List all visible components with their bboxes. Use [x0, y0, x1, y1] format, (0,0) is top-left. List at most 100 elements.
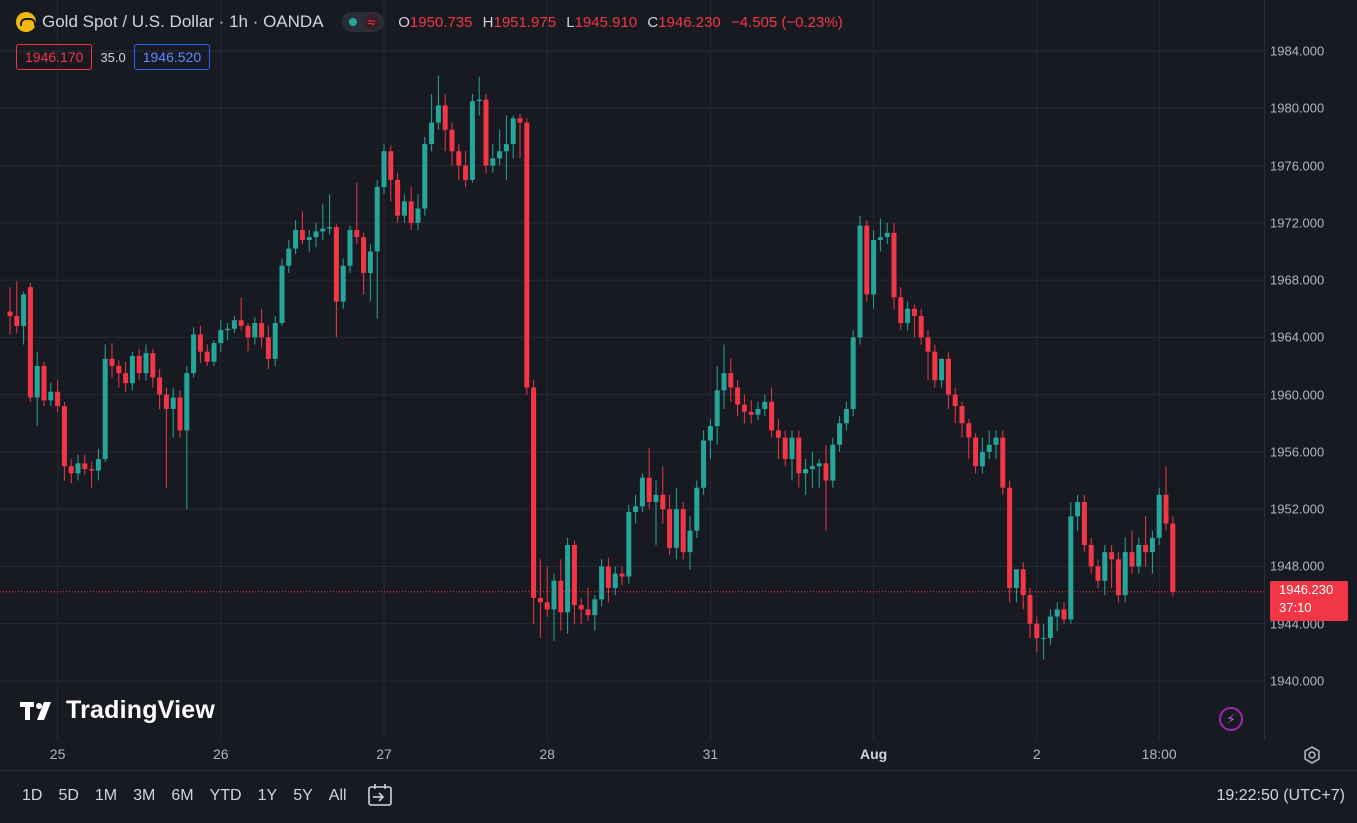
wave-icon: ≈	[362, 14, 381, 30]
price-tick-label: 1964.000	[1270, 329, 1325, 345]
tradingview-watermark[interactable]: TradingView	[20, 696, 215, 725]
candle-body	[1027, 595, 1033, 624]
go-to-date-icon[interactable]	[366, 781, 394, 809]
candle-body	[796, 437, 802, 474]
range-5d-button[interactable]: 5D	[58, 787, 79, 804]
range-1d-button[interactable]: 1D	[22, 787, 43, 804]
candle-body	[1041, 638, 1047, 640]
watermark-text: TradingView	[66, 696, 216, 724]
candle-body	[231, 320, 237, 329]
sell-button[interactable]: 1946.170	[16, 44, 93, 70]
time-tick-label: 28	[539, 746, 555, 762]
candle-body	[945, 358, 951, 395]
range-1y-button[interactable]: 1Y	[257, 787, 278, 804]
buy-button[interactable]: 1946.520	[133, 44, 211, 70]
candle-body	[803, 469, 809, 474]
lightning-icon[interactable]: ⚡	[1219, 707, 1243, 731]
candle-body	[129, 355, 135, 384]
candle-body	[789, 437, 795, 460]
candle-body	[204, 351, 210, 362]
time-tick-label: 18:00	[1141, 746, 1177, 762]
candle-body	[1149, 537, 1155, 553]
symbol-title[interactable]: Gold Spot / U.S. Dollar · 1h · OANDA	[42, 12, 324, 31]
candle-body	[354, 229, 360, 238]
candle-body	[449, 129, 455, 152]
candle-body	[367, 251, 373, 273]
candle-body	[694, 487, 700, 531]
open-value: 1950.735	[409, 13, 473, 31]
candle-body	[1102, 552, 1108, 581]
candle-body	[551, 580, 557, 610]
candle-body	[728, 373, 734, 388]
candle-body	[361, 237, 367, 273]
bar-countdown: 37:10	[1279, 599, 1312, 615]
candle-body	[1109, 552, 1115, 560]
candle-body	[435, 105, 441, 123]
candle-body	[14, 315, 20, 326]
candle-body	[374, 187, 380, 252]
candle-body	[871, 240, 877, 295]
candle-body	[830, 444, 836, 481]
candle-body	[1081, 502, 1087, 545]
candle-body	[503, 144, 509, 152]
candle-body	[401, 201, 407, 216]
symbol-legend: Gold Spot / U.S. Dollar · 1h · OANDA ≈ O…	[16, 12, 849, 32]
candle-body	[755, 408, 761, 415]
candle-body	[741, 404, 747, 412]
candle-body	[952, 394, 958, 407]
candle-body	[782, 437, 788, 460]
candle-body	[524, 122, 530, 388]
chart-pane[interactable]	[0, 0, 1264, 740]
candle-body	[537, 597, 543, 603]
candle-body	[1020, 569, 1026, 596]
candle-body	[680, 509, 686, 553]
bottom-toolbar: 1D 5D 1M 3M 6M YTD 1Y 5Y All 19:22:50 (UTC+7)	[0, 770, 1357, 823]
candle-body	[1054, 609, 1060, 617]
range-3m-button[interactable]: 3M	[133, 787, 156, 804]
candle-body	[1095, 566, 1101, 581]
candle-body	[48, 391, 54, 401]
clock-timezone[interactable]: 19:22:50 (UTC+7)	[1216, 787, 1345, 804]
candle-body	[966, 423, 972, 438]
candle-body	[238, 320, 244, 326]
candle-body	[775, 430, 781, 438]
candle-body	[265, 337, 271, 359]
candle-body	[177, 397, 183, 431]
candle-body	[422, 144, 428, 209]
candle-body	[299, 229, 305, 240]
candle-body	[456, 151, 462, 166]
candle-body	[877, 237, 883, 240]
candle-body	[136, 355, 142, 374]
candle-body	[89, 469, 95, 471]
candle-body	[1013, 569, 1019, 588]
candlestick-chart[interactable]	[0, 0, 1264, 740]
price-tick-label: 1984.000	[1270, 43, 1325, 59]
candle-body	[633, 506, 639, 513]
candle-body	[429, 122, 435, 145]
chart-settings-gear-icon[interactable]	[1302, 745, 1322, 765]
spread-value: 35.0	[100, 49, 126, 65]
candle-body	[517, 118, 523, 123]
candle-body	[1115, 559, 1121, 596]
range-5y-button[interactable]: 5Y	[293, 787, 313, 804]
candle-body	[388, 151, 394, 180]
candle-body	[905, 308, 911, 324]
candle-body	[986, 444, 992, 452]
price-tick-label: 1968.000	[1270, 272, 1325, 288]
candle-body	[463, 165, 469, 180]
range-ytd-button[interactable]: YTD	[209, 787, 242, 804]
candle-body	[932, 351, 938, 381]
range-6m-button[interactable]: 6M	[171, 787, 194, 804]
price-tick-label: 1952.000	[1270, 501, 1325, 517]
candle-body	[184, 373, 190, 431]
candle-body	[95, 459, 101, 471]
candle-body	[327, 227, 333, 229]
candle-body	[395, 179, 401, 216]
range-all-button[interactable]: All	[328, 787, 347, 804]
candle-body	[993, 437, 999, 445]
candle-body	[911, 308, 917, 316]
range-1m-button[interactable]: 1M	[94, 787, 118, 804]
candle-body	[1034, 623, 1040, 639]
high-key: H	[482, 13, 494, 31]
market-status-pill[interactable]: ≈	[341, 12, 385, 32]
